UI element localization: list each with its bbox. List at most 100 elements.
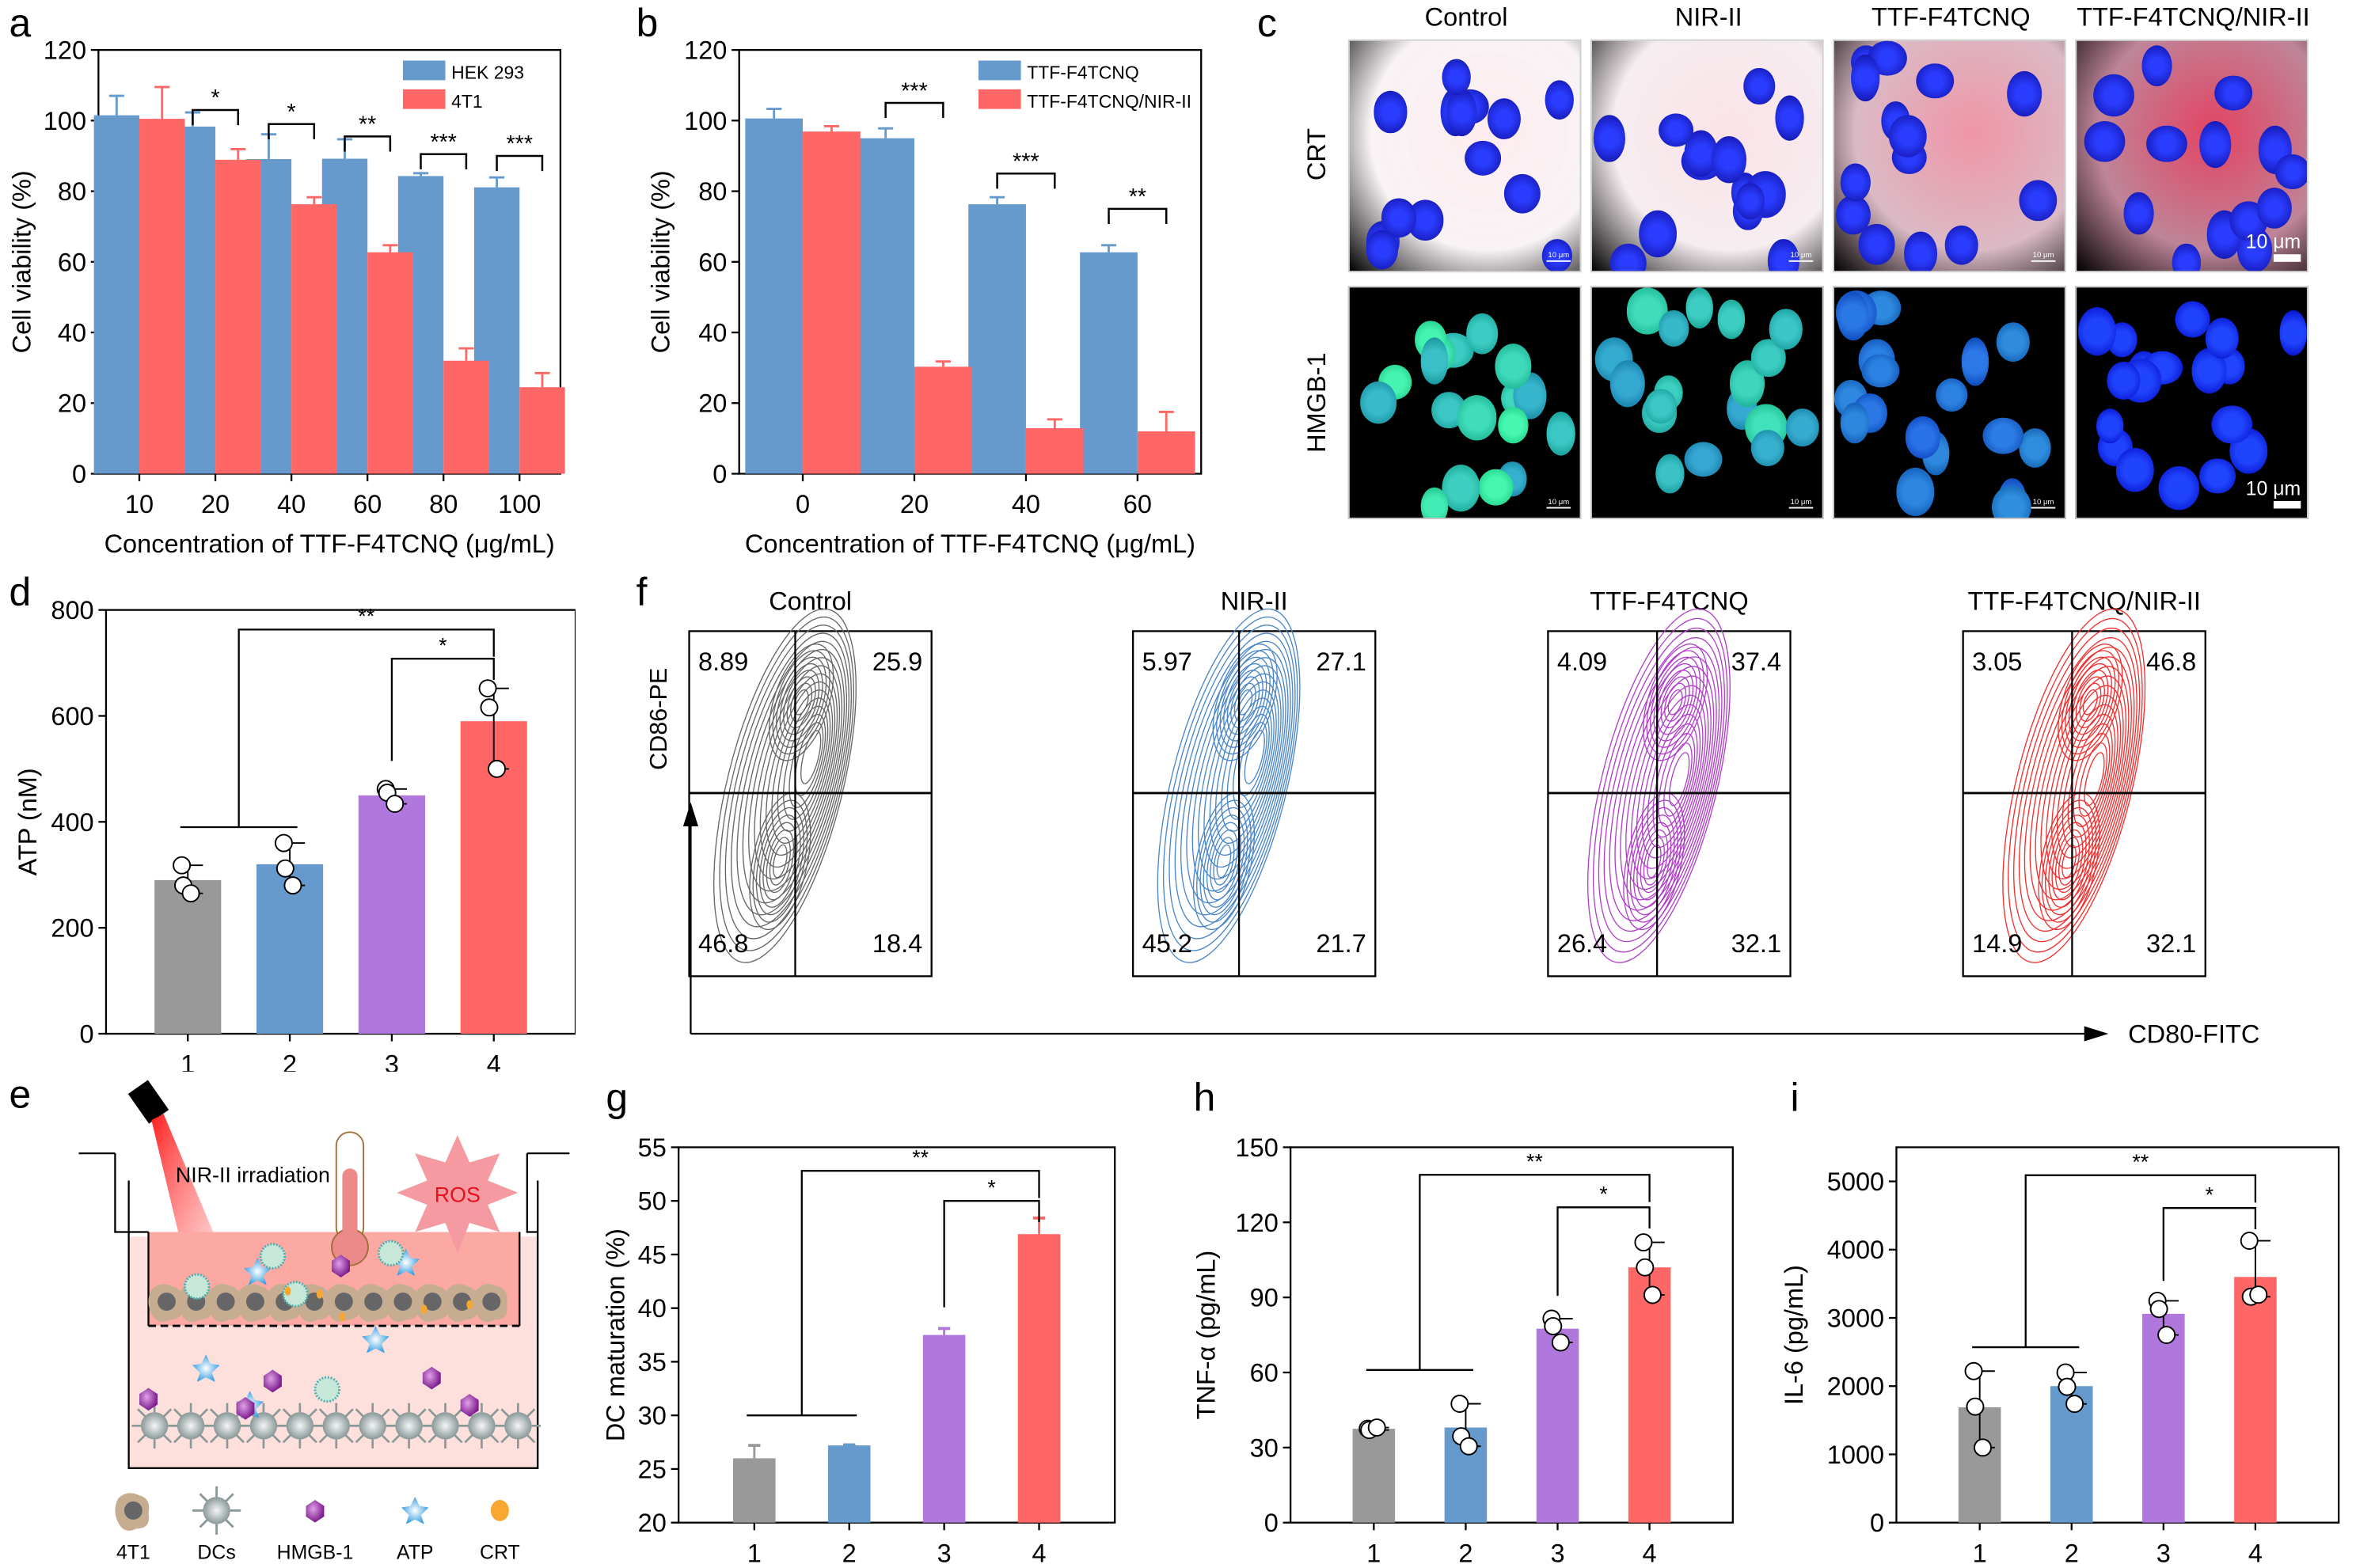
y-axis-label: DC maturation (%) [601,1228,629,1441]
legend-dc-icon [192,1486,241,1535]
x-tick-label: 2 [283,1050,297,1072]
data-point [274,833,293,852]
cell-nucleus [2084,120,2126,161]
contour-line [2018,637,2138,932]
x-tick-label: 4 [487,1050,501,1072]
x-tick-label: 60 [353,490,382,518]
significance-label: ** [1129,184,1146,210]
quadrant-value: 32.1 [2146,929,2196,958]
contour-line [1657,670,1694,735]
contour-line [771,689,834,845]
hmgb1-molecule-icon [332,1255,350,1278]
dc-dendrite [526,1408,536,1418]
dc-dendrite [344,1408,354,1418]
scale-bar-label: 10 μm [2245,230,2301,253]
crt-micrograph: 10 μm [1347,39,1582,273]
dc-dendrite [500,1433,510,1444]
cell-nucleus [1712,136,1746,184]
x-tick-label: 1 [1366,1539,1381,1567]
contour-line [1643,837,1665,886]
dc-dendrite [454,1433,463,1444]
contour-line [759,814,801,908]
dc-body [213,1412,241,1440]
dc-cell-icon [204,1403,250,1448]
y-tick-label: 2000 [1827,1372,1884,1401]
x-tick-label: 3 [937,1539,952,1567]
y-tick-label: 400 [51,808,93,837]
bar-hek-293 [93,115,140,474]
cell-nucleus [2107,361,2141,401]
cell-nucleus [2279,310,2307,356]
contour-line [1667,689,1683,716]
bar-4t1 [291,204,337,474]
x-tick-label: 0 [796,490,810,518]
significance-label: ** [358,605,374,628]
x-tick-label: 3 [385,1050,399,1072]
significance-bracket [390,658,495,761]
flow-plot-frame [1132,630,1377,978]
x-tick-label: 40 [1012,490,1040,518]
dc-dendrite [500,1408,510,1418]
significance-bracket [192,108,240,126]
contour-line [724,625,852,940]
contour-line [1196,799,1252,923]
cell-nucleus [1992,485,2031,518]
data-point [2065,1395,2084,1414]
significance-bracket [1556,1206,1651,1297]
contour-line [1587,608,1731,963]
flow-plot-frame [1547,630,1792,978]
y-axis-label: IL-6 (pg/mL) [1780,1265,1808,1405]
cell-nucleus [1644,389,1677,423]
contour-line [2082,689,2098,716]
contour-line [773,844,788,879]
dc-dendrite [344,1433,354,1444]
dc-dendrite [199,1408,209,1418]
data-point [386,795,405,814]
contour-line [2056,704,2118,859]
contour-line [1669,752,1690,807]
dc-dendrite [308,1408,317,1418]
y-tick-label: 90 [1250,1284,1279,1312]
dc-dendrite [428,1433,437,1444]
contour-line [755,807,804,916]
significance-label: *** [1013,150,1039,175]
cell-nucleus [1659,310,1689,347]
legend-atp-icon [401,1497,429,1524]
x-tick-label: 80 [429,490,458,518]
scale-bar-small: 10 μm [1546,251,1571,262]
y-tick-label: 100 [684,107,727,135]
cell-nucleus [482,1293,501,1311]
chart-b-cell-viability-nir: 0 20 40 60 80 100 120 0 20 40 60 Cell viability (%)… [647,36,1203,558]
dc-body [431,1412,459,1440]
significance-label: *** [430,130,457,155]
contour-line [1646,650,1704,755]
data-point [478,679,497,698]
contour-line [1191,657,1286,892]
data-point [1634,1233,1653,1252]
contour-line [752,799,808,923]
contour-line [1157,608,1301,963]
cell-nucleus [1593,114,1625,162]
x-tick-label: 10 [125,490,154,518]
flow-plot-frame [688,630,933,978]
scale-bar-small: 10 μm [1788,498,1814,509]
panel-label-h: h [1193,1074,1216,1121]
ros-label: ROS [435,1183,481,1206]
y-tick-label: 55 [638,1133,667,1162]
cell-nucleus [1457,395,1498,440]
legend-crt-icon [490,1499,509,1521]
cell-nucleus [2124,192,2155,236]
y-tick-label: 20 [698,389,727,418]
contour-line [742,648,846,904]
contour-line [731,632,850,928]
cell-nucleus [2141,45,2172,87]
contour-line [1174,632,1294,928]
dc-dendrite [355,1433,365,1444]
y-axis-label: TNF-α (pg/mL) [1191,1251,1220,1420]
cell-nucleus [1441,464,1480,512]
quadrant-value: 27.1 [1317,647,1366,676]
y-tick-label: 0 [712,460,727,488]
x-tick-label: 2 [1458,1539,1472,1567]
